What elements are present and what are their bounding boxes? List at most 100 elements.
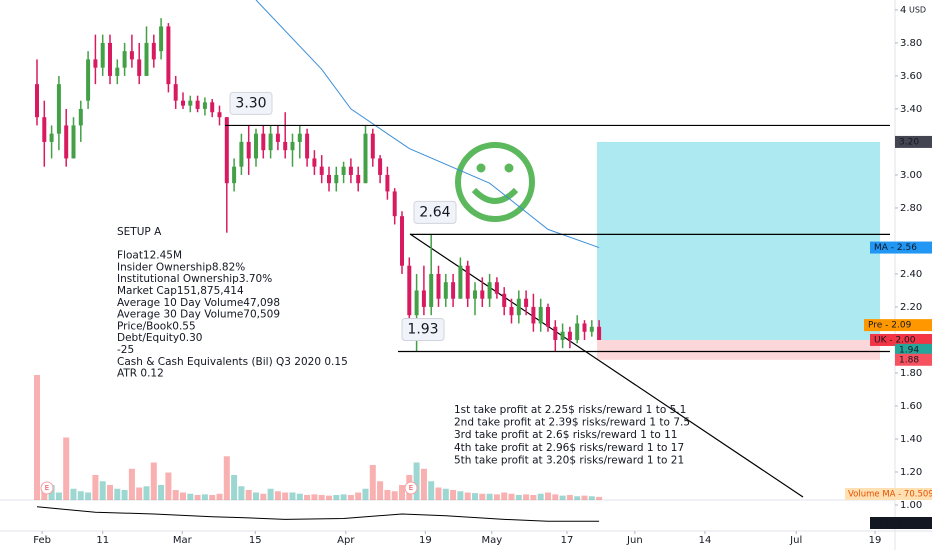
note: ATR 0.12	[117, 368, 164, 380]
volume-bar	[150, 462, 157, 500]
price-label-box	[895, 343, 932, 356]
volume-bar	[588, 496, 595, 500]
price-label: MA - 2.56	[874, 243, 917, 253]
candle-body	[538, 306, 543, 324]
target-note: 4th take profit at 2.96$ risks/reward 1 …	[454, 442, 684, 454]
earnings-label: E	[45, 484, 49, 492]
callout-label: 3.30	[235, 95, 266, 111]
volume-bar	[479, 493, 486, 500]
volume-bar	[201, 494, 208, 500]
candle-body	[217, 112, 222, 118]
volume-bar	[231, 475, 238, 500]
volume-bar	[194, 495, 201, 500]
x-tick-label: Jun	[626, 535, 643, 546]
candle-body	[407, 265, 412, 316]
y-tick-label: 2.20	[900, 302, 922, 313]
volume-bar	[289, 492, 296, 500]
candle-body	[516, 298, 521, 316]
volume-bar	[318, 495, 325, 500]
smiley	[455, 142, 535, 222]
volume-bar	[355, 492, 362, 500]
y-tick-label: 1.00	[900, 500, 922, 511]
candle-body	[86, 59, 91, 101]
candle-body	[283, 141, 288, 151]
currency: USD	[909, 5, 926, 14]
volume-bar	[114, 488, 121, 500]
note: SETUP A	[117, 226, 162, 238]
candle-body	[275, 133, 280, 142]
candle-body	[115, 67, 120, 76]
candle-body	[151, 42, 156, 60]
candle-body	[494, 282, 499, 294]
candle-body	[202, 102, 207, 109]
candle-body	[210, 102, 215, 113]
target-note: 1st take profit at 2.25$ risks/reward 1 …	[454, 404, 686, 416]
candle-body	[108, 42, 112, 76]
note: Market Cap151,875,414	[117, 285, 244, 297]
note: -25	[117, 344, 134, 356]
volume-bar	[326, 495, 332, 500]
candle-body	[100, 42, 105, 68]
atr-box	[870, 517, 932, 529]
callout-box	[229, 91, 273, 115]
target-note: 5th take profit at 3.20$ risks/reward 1 …	[454, 454, 684, 466]
candle-body	[421, 290, 426, 307]
candle-body	[458, 265, 463, 299]
volume-bar	[581, 495, 588, 500]
price-label-box	[864, 319, 932, 332]
volume-bar	[121, 490, 128, 500]
y-tick-label: 4	[900, 5, 906, 16]
price-label-box	[870, 333, 932, 346]
candle-body	[531, 306, 536, 324]
volume-ma-label: Volume MA - 70.509K	[848, 490, 932, 500]
volume-bar	[472, 493, 478, 500]
candle-body	[400, 216, 404, 266]
candle-body	[239, 141, 244, 167]
candle-body	[144, 42, 149, 76]
x-tick-label: Feb	[33, 535, 51, 546]
candle-body	[356, 174, 361, 184]
candle-body	[35, 84, 39, 118]
candle-body	[341, 166, 346, 175]
loss-zone	[597, 339, 880, 360]
candle-body	[93, 59, 98, 68]
candle-body	[334, 174, 339, 184]
volume-bar	[340, 494, 347, 500]
volume-bar	[267, 488, 274, 500]
volume-bar	[537, 493, 544, 500]
candle-body	[385, 174, 390, 192]
volume-bar	[274, 491, 281, 500]
volume-bar	[77, 491, 84, 500]
volume-bar	[457, 491, 464, 500]
volume-bar	[260, 493, 267, 500]
x-tick-label: 15	[249, 535, 262, 546]
candle-body	[319, 166, 324, 175]
callout-label: 1.93	[407, 322, 438, 338]
volume-bar	[435, 487, 442, 500]
candle-body	[567, 331, 572, 340]
price-label: UK - 2.00	[874, 335, 916, 345]
volume-bar	[128, 468, 135, 500]
volume-bar	[399, 485, 405, 500]
x-tick-label: Mar	[173, 535, 193, 546]
candle-body	[129, 51, 134, 60]
candle-body	[254, 133, 258, 159]
candle-body	[224, 117, 229, 184]
volume-bar	[552, 494, 559, 500]
volume-bar	[450, 490, 457, 500]
candle-body	[42, 117, 47, 142]
volume-bar	[501, 492, 508, 500]
volume-bar	[253, 492, 259, 500]
earnings-icon	[40, 481, 54, 495]
candle-body	[312, 158, 317, 167]
price-label-box	[870, 241, 932, 254]
y-tick-label: 3.60	[900, 71, 922, 82]
candle-body	[305, 133, 310, 159]
candle-body	[49, 133, 54, 142]
candle-body	[582, 323, 587, 332]
candle-body	[188, 100, 193, 106]
x-tick-label: 17	[561, 535, 574, 546]
candle-body	[597, 326, 602, 340]
y-tick-label: 1.60	[900, 401, 922, 412]
volume-bar	[486, 493, 493, 500]
